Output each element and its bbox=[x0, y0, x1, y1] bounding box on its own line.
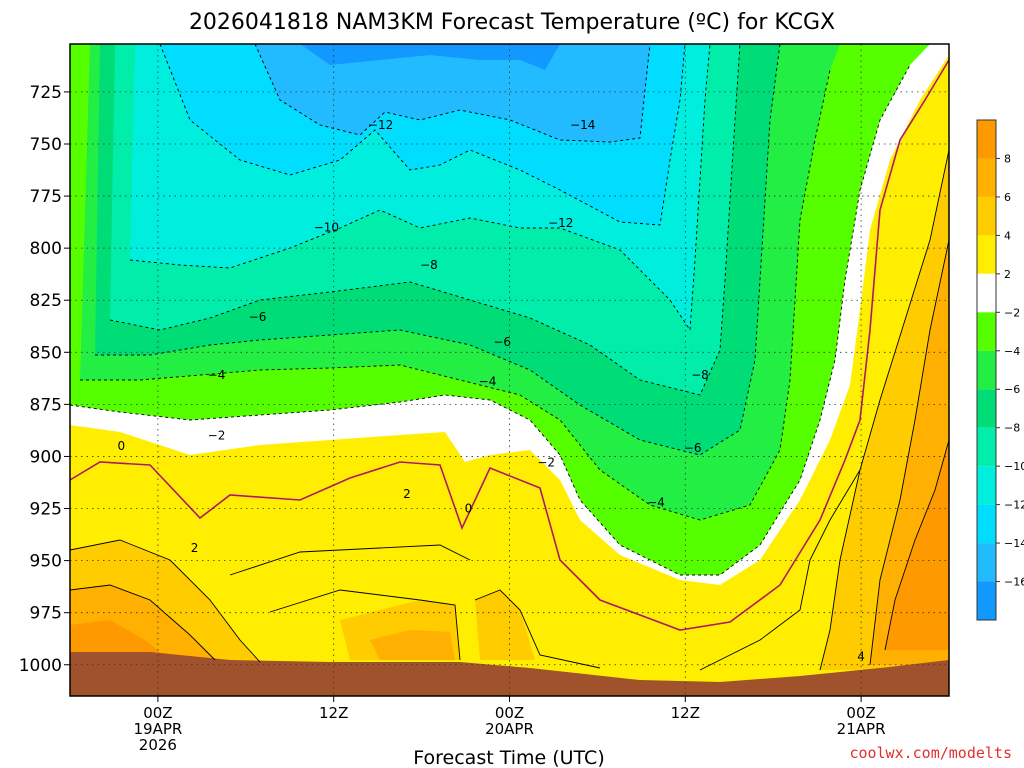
contour-label: 2 bbox=[403, 487, 411, 501]
colorbar-label: −4 bbox=[1004, 345, 1020, 358]
colorbar-border bbox=[976, 119, 997, 621]
colorbar-segment bbox=[977, 543, 996, 582]
band-warm-east-8 bbox=[885, 440, 949, 650]
colorbar-label: 4 bbox=[1004, 229, 1011, 242]
freezing-line bbox=[70, 59, 949, 631]
band-minus-14 bbox=[255, 44, 650, 142]
contour-label: −4 bbox=[647, 495, 665, 509]
contour-label: −4 bbox=[208, 368, 226, 382]
y-tick-label: 925 bbox=[30, 500, 62, 520]
grid bbox=[70, 44, 949, 696]
contour-label: 2 bbox=[191, 541, 199, 555]
contour-label: −14 bbox=[570, 118, 595, 132]
x-tick-label: 20APR bbox=[485, 720, 534, 738]
colorbar-segment bbox=[977, 350, 996, 390]
colorbar: 8 6 4 2 −2 −4 −6 −8 −10 −12 −14 −16 bbox=[976, 119, 1024, 621]
colorbar-segment bbox=[977, 581, 996, 620]
colorbar-label: 8 bbox=[1004, 152, 1011, 165]
terrain bbox=[70, 652, 949, 696]
contour-label: −8 bbox=[691, 368, 709, 382]
y-tick-label: 825 bbox=[30, 291, 62, 311]
colorbar-label: 6 bbox=[1004, 191, 1011, 204]
y-tick-label: 975 bbox=[30, 604, 62, 624]
contour-label: −6 bbox=[493, 335, 511, 349]
contour-label: −2 bbox=[537, 456, 555, 470]
x-tick-label: 21APR bbox=[837, 720, 886, 738]
band-minus-16 bbox=[300, 44, 560, 70]
colorbar-segment bbox=[977, 273, 996, 313]
y-tick-label: 850 bbox=[30, 343, 62, 363]
colorbar-label: −12 bbox=[1004, 499, 1024, 512]
contour-label: −8 bbox=[420, 258, 438, 272]
colorbar-segment bbox=[977, 312, 996, 351]
x-tick-label: 00Z bbox=[495, 704, 524, 722]
y-tick-label: 750 bbox=[30, 135, 62, 155]
x-axis-label: Forecast Time (UTC) bbox=[413, 747, 604, 768]
contour-label: 0 bbox=[465, 502, 473, 516]
contour-label: −12 bbox=[368, 118, 393, 132]
colorbar-segment bbox=[977, 389, 996, 428]
contour-label: −2 bbox=[208, 429, 226, 443]
band-warm-8 bbox=[70, 620, 170, 660]
contour-label: 4 bbox=[857, 649, 865, 663]
colorbar-label: −8 bbox=[1004, 422, 1020, 435]
x-tick-label: 00Z bbox=[846, 704, 875, 722]
y-tick-label: 800 bbox=[30, 239, 62, 259]
colorbar-segment bbox=[977, 427, 996, 467]
plot-area bbox=[70, 44, 949, 696]
colorbar-label: −6 bbox=[1004, 383, 1020, 396]
colorbar-label: −2 bbox=[1004, 306, 1020, 319]
y-tick-label: 900 bbox=[30, 447, 62, 467]
colorbar-label: −10 bbox=[1004, 460, 1024, 473]
x-tick-label: 19APR bbox=[133, 720, 182, 738]
dashed-contours bbox=[70, 44, 911, 576]
colorbar-segment bbox=[977, 504, 996, 544]
contour-label: −6 bbox=[249, 310, 267, 324]
contour-label: 0 bbox=[117, 439, 125, 453]
x-tick-label: 00Z bbox=[143, 704, 172, 722]
colorbar-segment bbox=[977, 158, 996, 197]
y-tick-label: 725 bbox=[30, 83, 62, 103]
y-tick-label: 950 bbox=[30, 552, 62, 572]
chart-title: 2026041818 NAM3KM Forecast Temperature (… bbox=[189, 10, 835, 35]
y-axis: 725 750 775 800 825 850 875 900 925 950 975 1000 bbox=[19, 83, 70, 676]
colorbar-segment bbox=[977, 120, 996, 159]
x-tick-label: 2026 bbox=[139, 736, 177, 754]
solid-contours bbox=[70, 149, 949, 671]
x-tick-label: 12Z bbox=[319, 704, 348, 722]
colorbar-label: −16 bbox=[1004, 576, 1024, 589]
contour-label: −12 bbox=[548, 216, 573, 230]
contour-label: −10 bbox=[314, 220, 339, 234]
band-warm-pocket-right bbox=[475, 590, 535, 660]
contour-label: −6 bbox=[684, 441, 702, 455]
x-tick-label: 12Z bbox=[671, 704, 700, 722]
colorbar-segment bbox=[977, 466, 996, 505]
y-tick-label: 775 bbox=[30, 187, 62, 207]
colorbar-label: 2 bbox=[1004, 268, 1011, 281]
credit-text: coolwx.com/modelts bbox=[849, 744, 1012, 762]
band-warm-pocket-mid-6 bbox=[370, 630, 455, 660]
colorbar-segment bbox=[977, 196, 996, 236]
contour-labels: −12 −14 −10 −12 −8 −6 −6 −4 −4 −8 −2 −6 −2 0 2 0 −4 2 4 bbox=[117, 118, 864, 663]
y-tick-label: 875 bbox=[30, 395, 62, 415]
colorbar-label: −14 bbox=[1004, 537, 1024, 550]
y-tick-label: 1000 bbox=[19, 656, 62, 676]
contour-label: −4 bbox=[479, 374, 497, 388]
colorbar-segment bbox=[977, 235, 996, 274]
